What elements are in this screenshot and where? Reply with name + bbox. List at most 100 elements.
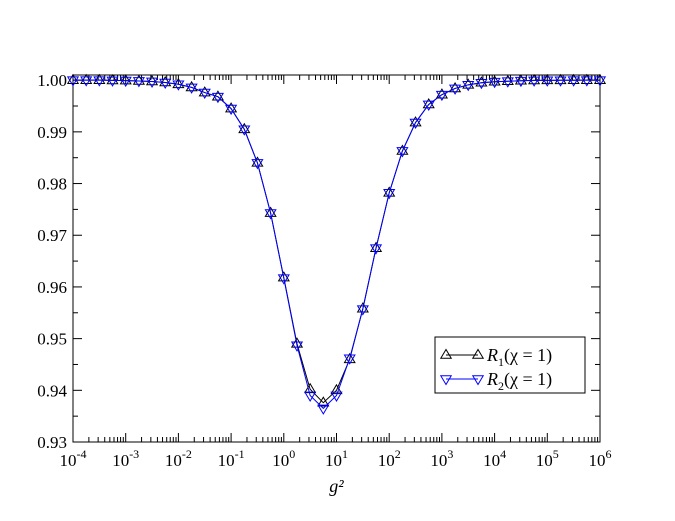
data-point [396,144,409,155]
series-layer [66,73,607,415]
x-tick-label: 10-2 [165,447,192,470]
legend-label: R1(χ = 1) [486,345,552,369]
data-point [277,271,290,282]
y-tick-label: 0.98 [37,175,67,194]
data-point [488,75,501,86]
data-point [369,244,383,255]
data-point [383,189,396,200]
data-point [211,92,225,104]
data-point [290,341,304,352]
data-point [304,391,317,402]
data-point [238,125,251,136]
y-tick-label: 1.00 [37,71,67,90]
x-tick-label: 106 [589,447,612,470]
data-point [356,302,369,313]
x-tick-label: 104 [483,447,506,470]
data-point [330,391,343,402]
x-tick-label: 100 [272,447,295,470]
data-point [224,102,238,113]
data-point [159,78,172,89]
data-point [448,84,462,95]
data-point [80,73,93,84]
data-point [435,90,449,102]
data-point [132,77,146,88]
data-point [501,74,514,86]
data-point [475,76,488,87]
y-tick-label: 0.93 [37,433,67,452]
data-point [317,404,330,415]
legend-marker [439,348,453,359]
series-2 [66,76,607,415]
x-axis-title: g² [329,476,344,496]
data-point [251,156,264,167]
y-axis: 0.93 0.94 0.95 0.96 0.97 0.98 0.99 1.00 [37,71,600,452]
data-point [567,73,580,85]
data-point [66,73,80,84]
y-tick-label: 0.94 [37,381,67,400]
data-point [119,74,132,85]
data-point [80,76,93,87]
data-point [251,159,264,170]
x-tick-label: 10-1 [218,447,245,470]
data-point [343,352,356,364]
legend-marker [439,375,453,386]
y-tick-label: 0.95 [37,330,67,349]
data-point [567,76,580,87]
data-point [541,73,554,85]
data-point [172,77,185,89]
x-tick-label: 102 [378,447,401,470]
y-tick-label: 0.99 [37,123,67,142]
data-point [554,76,567,87]
data-point [580,73,593,84]
x-tick-label: 10-4 [60,447,87,470]
legend-entry-2: R2(χ = 1) [439,369,552,393]
legend-label: R2(χ = 1) [486,369,552,393]
legend-entry-1: R1(χ = 1) [439,345,552,369]
x-axis: 10-4 10-3 10-2 10-1 100 101 102 103 104 105 106 [60,75,612,470]
data-point [93,76,106,87]
data-point [145,74,159,86]
data-point [462,81,475,92]
x-tick-label: 103 [430,447,453,470]
data-point [93,73,106,84]
data-point [132,74,146,85]
data-point [264,206,277,217]
data-point [119,76,132,88]
data-point [422,100,435,111]
legend: R1(χ = 1)R2(χ = 1) [434,336,586,394]
data-point [409,118,422,130]
data-point [224,104,238,116]
data-point [514,74,528,85]
x-tick-label: 101 [325,447,348,470]
data-point [488,77,501,89]
data-point [198,88,211,100]
data-point [238,122,251,134]
data-point [396,147,409,158]
data-point [66,76,80,87]
legend-box [434,336,586,394]
data-point [501,77,514,88]
legend-marker [471,348,485,359]
data-point [593,73,607,84]
x-tick-label: 10-3 [112,447,139,470]
data-point [528,76,541,87]
data-point [462,78,475,89]
y-tick-label: 0.96 [37,278,67,297]
data-point [422,97,435,109]
data-point [277,274,290,285]
data-point [475,78,488,90]
data-point [593,76,607,87]
data-point [185,83,198,94]
legend-marker [471,375,485,386]
data-point [541,76,554,87]
data-point [106,76,119,87]
data-point [317,396,330,407]
data-point [383,186,396,197]
data-point [369,241,383,252]
data-point [356,305,369,316]
data-point [264,209,277,220]
data-point [580,76,593,87]
x-tick-label: 105 [536,447,559,470]
data-point [409,116,422,127]
